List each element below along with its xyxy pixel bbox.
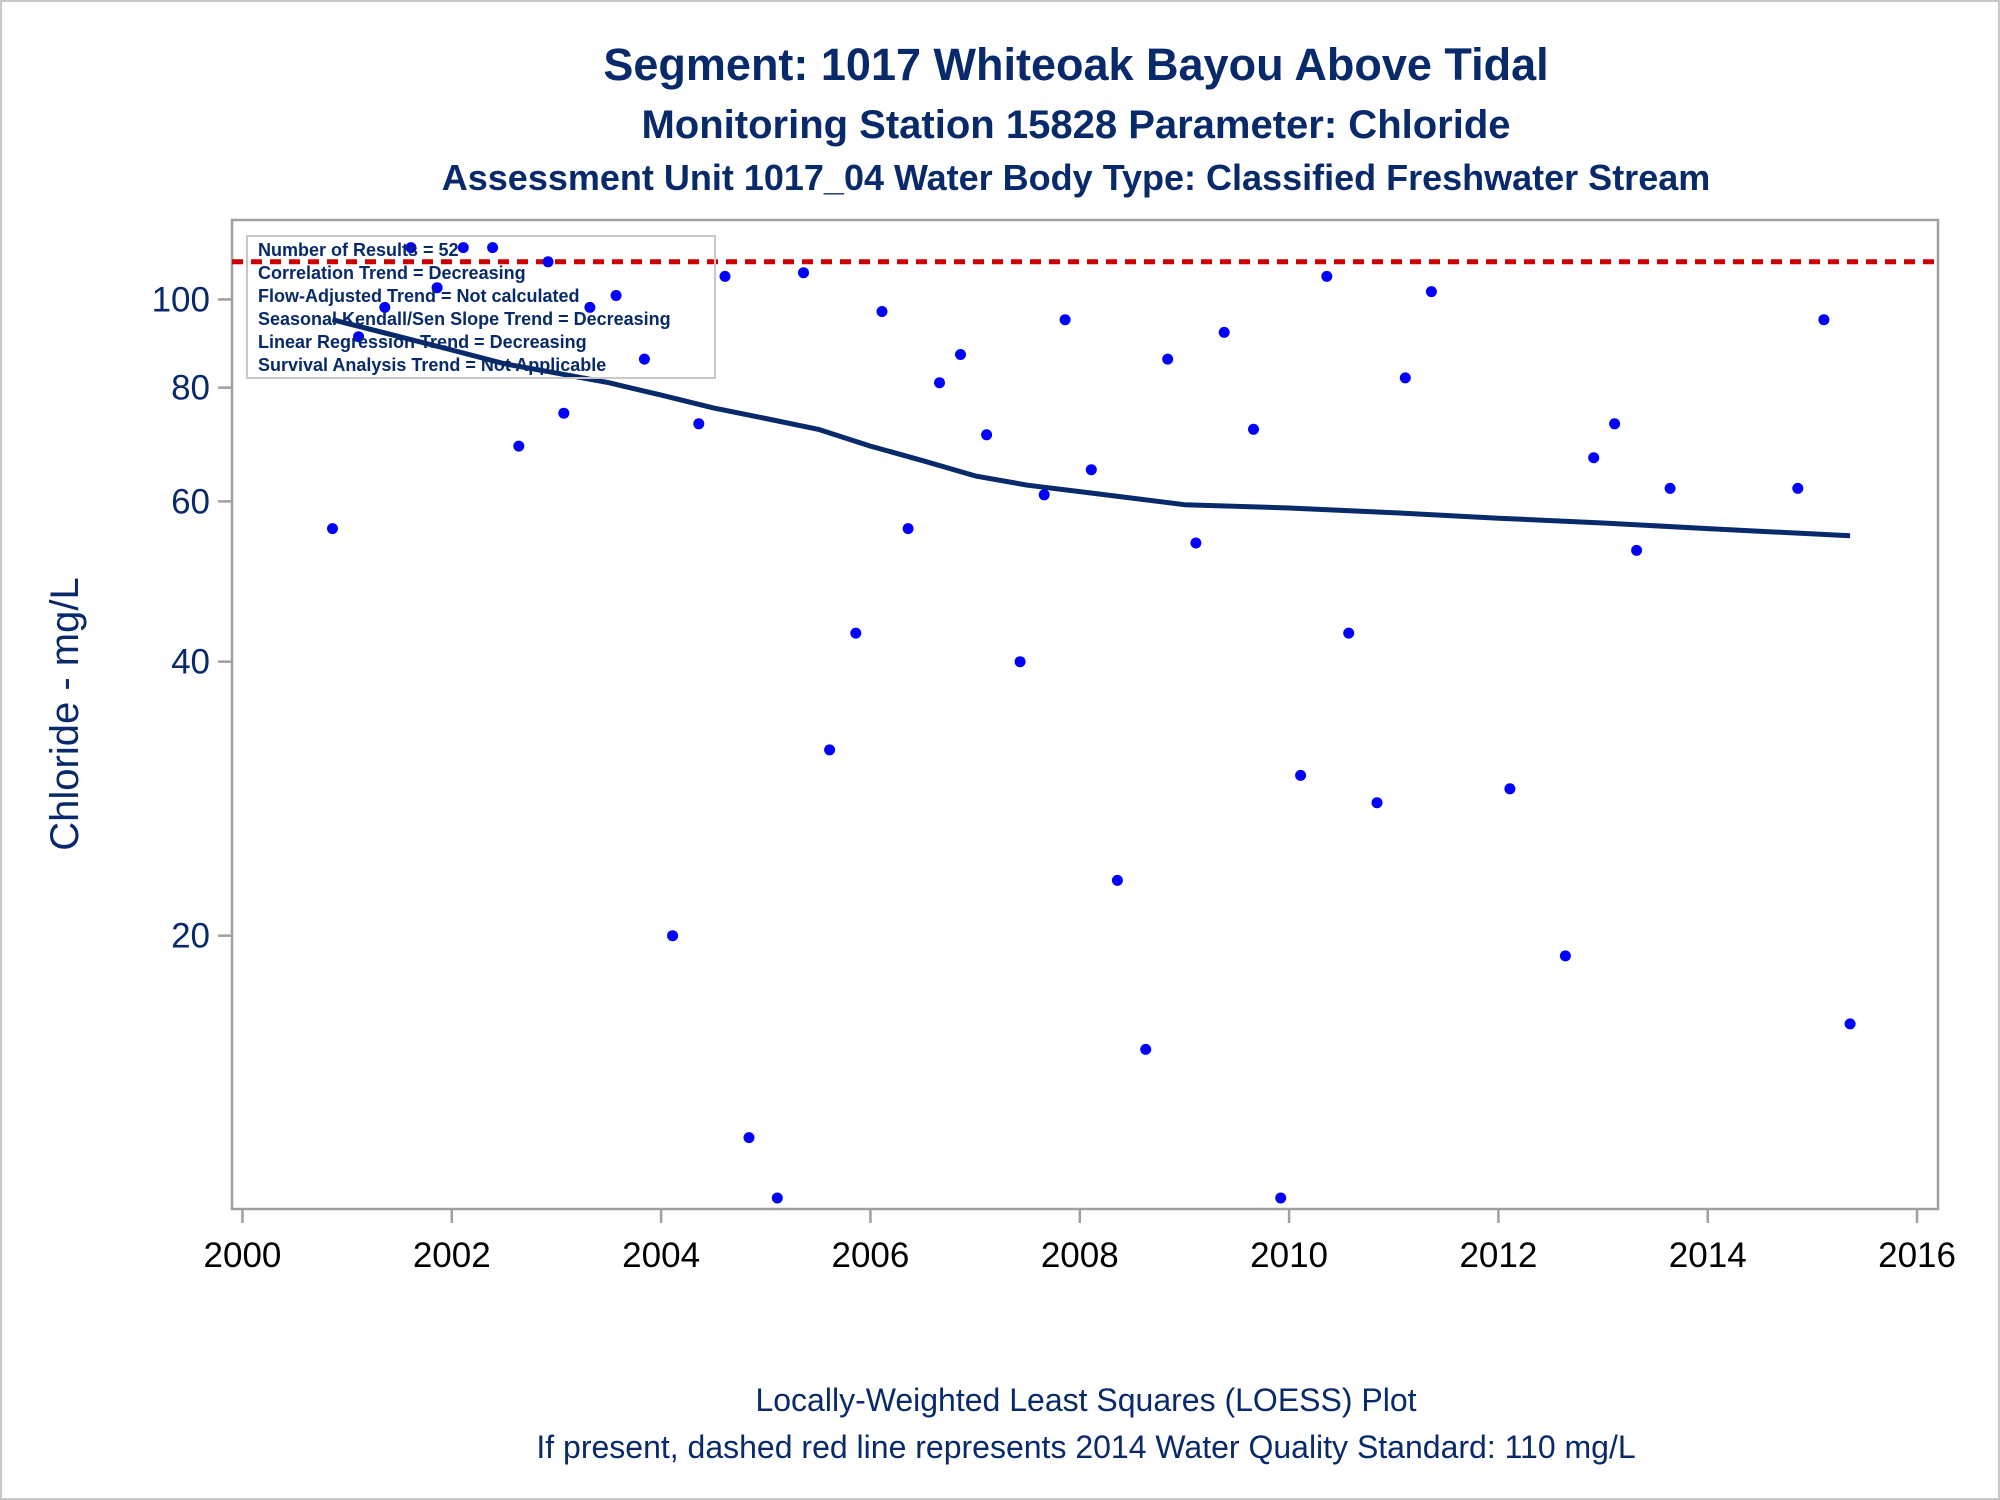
x-tick-label: 2002 (413, 1236, 491, 1275)
data-point (513, 440, 525, 452)
data-point (1818, 314, 1830, 326)
inset-line: Survival Analysis Trend = Not Applicable (258, 355, 606, 375)
y-tick-label: 40 (171, 643, 210, 682)
data-point (743, 1132, 755, 1144)
data-point (542, 256, 554, 268)
data-point (1038, 489, 1050, 501)
data-point (1321, 270, 1333, 282)
footnote-1: Locally-Weighted Least Squares (LOESS) P… (755, 1382, 1416, 1418)
inset-line: Number of Results = 52 (258, 240, 459, 260)
data-point (1295, 769, 1307, 781)
data-point (981, 429, 993, 441)
x-tick-label: 2012 (1459, 1236, 1537, 1275)
x-tick-label: 2008 (1041, 1236, 1119, 1275)
data-point (824, 744, 836, 756)
inset-line: Seasonal Kendall/Sen Slope Trend = Decre… (258, 309, 671, 329)
data-point (1792, 482, 1804, 494)
plot-area (230, 218, 1940, 1211)
data-point (876, 306, 888, 317)
loess-line (331, 317, 1851, 539)
data-point (1588, 452, 1600, 464)
inset-line: Linear Regression Trend = Decreasing (258, 332, 587, 352)
data-point (798, 267, 809, 279)
data-point (1631, 544, 1643, 556)
x-tick-label: 2016 (1878, 1236, 1956, 1275)
y-tick-label: 80 (171, 369, 210, 408)
data-point (327, 523, 338, 535)
data-point (1504, 783, 1516, 795)
x-tick-label: 2006 (832, 1236, 910, 1275)
data-point (457, 242, 469, 254)
inset-line: Flow-Adjusted Trend = Not calculated (258, 286, 580, 306)
data-point (934, 377, 945, 389)
chart-title: Segment: 1017 Whiteoak Bayou Above Tidal (603, 39, 1548, 90)
data-point (610, 290, 622, 301)
data-point (1343, 627, 1355, 639)
data-point (405, 242, 417, 254)
y-axis: 20 40 60 80 100 (152, 280, 232, 956)
data-point (1014, 656, 1026, 668)
data-point (1162, 353, 1174, 365)
data-point (1059, 314, 1071, 326)
inset-border (246, 235, 716, 379)
y-axis-label: Chloride - mg/L (43, 577, 87, 850)
data-point (1085, 464, 1097, 476)
y-tick-label: 20 (171, 917, 210, 956)
data-point (1559, 950, 1571, 962)
data-point (1371, 797, 1383, 809)
data-point (667, 930, 679, 942)
data-point (487, 242, 499, 254)
data-point (902, 523, 914, 535)
y-tick-label: 100 (152, 280, 210, 319)
data-point (558, 407, 570, 419)
data-point (1140, 1043, 1152, 1055)
data-point (693, 418, 705, 430)
data-point (955, 349, 966, 360)
data-point (353, 331, 365, 343)
data-point (1218, 326, 1230, 338)
x-tick-label: 2000 (204, 1236, 282, 1275)
data-point (1399, 372, 1411, 384)
data-point (771, 1192, 783, 1204)
data-point (1844, 1018, 1856, 1030)
footnote-2: If present, dashed red line represents 2… (536, 1429, 1635, 1465)
data-point (1664, 482, 1676, 494)
data-point (638, 353, 650, 365)
data-point (1248, 423, 1259, 435)
data-point (719, 270, 731, 282)
chart-subtitle-2: Assessment Unit 1017_04 Water Body Type:… (442, 157, 1711, 198)
data-point (850, 627, 862, 639)
data-point (1111, 874, 1123, 886)
y-tick-label: 60 (171, 482, 210, 521)
data-point (584, 301, 596, 313)
data-point (431, 282, 443, 294)
statistics-inset: Number of Results = 52 Correlation Trend… (246, 235, 716, 379)
x-axis: 2000 2002 2004 2006 2008 2010 2012 2014 2016 (204, 1209, 1956, 1275)
data-point (1275, 1192, 1287, 1204)
x-tick-label: 2014 (1669, 1236, 1747, 1275)
data-point (379, 301, 391, 313)
data-point (1190, 537, 1202, 549)
x-tick-label: 2010 (1250, 1236, 1328, 1275)
x-tick-label: 2004 (622, 1236, 700, 1275)
chart-subtitle: Monitoring Station 15828 Parameter: Chlo… (641, 103, 1510, 147)
data-point (1425, 286, 1437, 298)
loess-group (331, 317, 1851, 539)
inset-line: Correlation Trend = Decreasing (258, 263, 526, 283)
data-point (1609, 418, 1621, 430)
data-points (327, 242, 1856, 1204)
